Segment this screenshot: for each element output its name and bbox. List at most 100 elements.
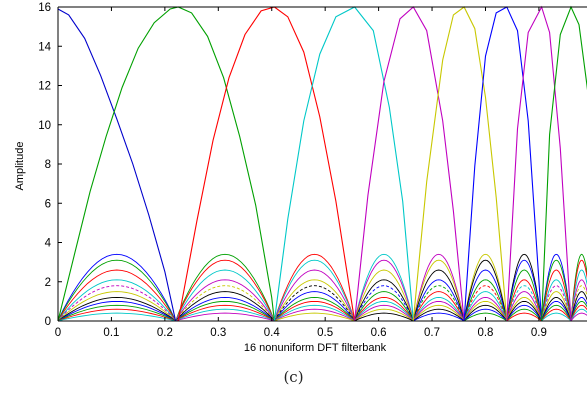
sidelobe-arc (541, 279, 572, 322)
sidelobe-arc (570, 296, 587, 322)
x-tick-label: 0.1 (103, 327, 119, 339)
x-tick-label: 0.9 (531, 327, 547, 339)
sidelobe-arc (274, 291, 355, 322)
sidelobe-arc (541, 312, 572, 322)
sidelobe-arc (413, 308, 465, 322)
x-axis-label: 16 nonuniform DFT filterbank (244, 342, 387, 354)
sidelobe-arc (541, 259, 572, 322)
sidelobe-arc (274, 304, 355, 322)
sidelobe-arc (541, 304, 572, 322)
sidelobe-arc (175, 259, 275, 322)
sidelobe-arc (570, 300, 587, 322)
figure-caption: (c) (283, 368, 304, 386)
sidelobe-arc (541, 253, 572, 322)
x-tick-label: 0.7 (424, 327, 440, 339)
x-tick-labels: 00.10.20.30.40.50.60.70.80.91 (55, 7, 547, 339)
sidelobe-arc (175, 308, 275, 322)
sidelobe-arc (463, 259, 508, 322)
sidelobe-arc (175, 304, 275, 322)
sidelobe-arc (354, 308, 414, 322)
sidelobe-arc (354, 253, 414, 322)
sidelobe-arc (570, 253, 587, 322)
sidelobe-arc (463, 269, 508, 322)
sidelobe-arc (412, 269, 465, 322)
sidelobe-arc (175, 300, 275, 322)
sidelobe-arc (463, 300, 508, 322)
sidelobe-arc (354, 300, 414, 322)
sidelobe-arc (175, 285, 275, 322)
sidelobe-arc (175, 253, 275, 322)
y-tick-label: 4 (45, 238, 52, 250)
sidelobe-arc (412, 253, 465, 322)
sidelobe-arc (57, 285, 176, 322)
sidelobe-arc (412, 291, 465, 322)
sidelobe-arc (274, 308, 355, 322)
sidelobe-arc (412, 296, 465, 322)
sidelobe-arc (57, 253, 177, 322)
main-lobe-line-1 (57, 8, 177, 322)
sidelobe-arc (274, 312, 355, 322)
y-axis-label: Amplitude (14, 142, 26, 191)
sidelobe-arc (541, 291, 572, 322)
sidelobe-arc (354, 312, 414, 322)
sidelobe-arc (506, 296, 543, 322)
plot-background (58, 7, 587, 321)
sidelobe-arc (506, 308, 542, 322)
sidelobe-arc (354, 279, 414, 322)
sidelobe-arc (412, 304, 465, 322)
sidelobe-arc (506, 304, 542, 322)
sidelobe-arc (175, 269, 275, 322)
sidelobe-arc (570, 279, 587, 322)
sidelobe-arc (57, 279, 176, 322)
sidelobe-arc (570, 291, 587, 322)
sidelobe-arc (463, 291, 508, 322)
sidelobe-arc (354, 285, 414, 322)
sidelobe-arc (541, 269, 572, 322)
sidelobe-arc (463, 312, 508, 322)
sidelobe-arc (463, 253, 508, 322)
sidelobe-arc (570, 308, 587, 322)
y-tick-label: 2 (45, 277, 51, 289)
sidelobe-arc (570, 304, 587, 322)
sidelobe-arc (463, 285, 508, 322)
y-tick-labels: 0 2 4 6 8 10 12 14 16 (38, 2, 62, 328)
sidelobe-arc (57, 312, 176, 322)
x-tick-label: 0.3 (210, 327, 226, 339)
x-tick-label: 0.4 (264, 327, 281, 339)
sidelobe-arc (57, 308, 176, 322)
sidelobe-arc (57, 296, 176, 322)
sidelobe-arc (175, 296, 275, 322)
y-tick-label: 16 (38, 2, 51, 14)
sidelobe-arc (354, 296, 414, 322)
x-tick-label: 0.2 (157, 327, 173, 339)
sidelobe-arc (413, 312, 465, 322)
main-lobe-line-7 (463, 6, 543, 322)
x-tick-label: 0.5 (317, 327, 333, 339)
y-tick-label: 10 (38, 120, 51, 132)
sidelobe-arc (273, 259, 356, 322)
sidelobe-arc (570, 312, 587, 322)
y-tick-label: 14 (38, 41, 51, 53)
sidelobe-arc (541, 300, 572, 322)
sidelobe-arc (463, 296, 508, 322)
sidelobe-arc (506, 253, 543, 322)
y-tick-label: 8 (45, 159, 51, 171)
sidelobe-arc (570, 285, 587, 322)
sidelobe-arc (57, 304, 176, 322)
sidelobe-arc (354, 291, 414, 322)
sidelobe-arc (57, 300, 176, 322)
sidelobe-arc (506, 269, 543, 322)
x-tick-label: 0.8 (477, 327, 493, 339)
x-tick-label: 0.6 (371, 327, 387, 339)
lobes-layer (57, 253, 587, 322)
sidelobe-arc (274, 300, 355, 322)
main-lobe-line-2 (57, 6, 275, 322)
y-tick-label: 0 (45, 316, 51, 328)
y-tick-label: 12 (38, 81, 51, 93)
sidelobe-arc (412, 279, 465, 322)
sidelobe-arc (273, 279, 356, 322)
sidelobe-arc (463, 279, 508, 322)
sidelobe-arc (354, 269, 414, 322)
y-tick-label: 6 (45, 198, 51, 210)
sidelobe-arc (57, 269, 176, 322)
